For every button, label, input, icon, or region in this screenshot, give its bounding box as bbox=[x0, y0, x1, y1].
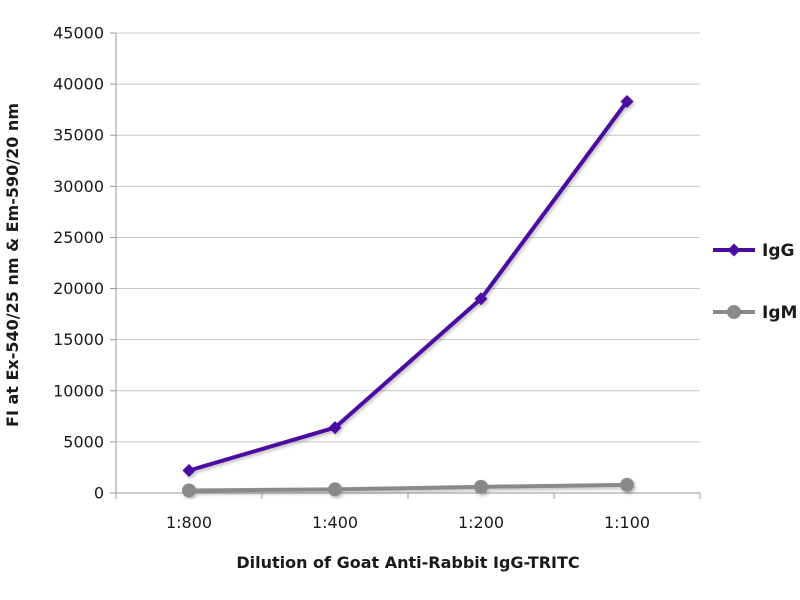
x-tick-labels: 1:800 1:400 1:200 1:100 bbox=[166, 513, 650, 532]
data-point bbox=[328, 421, 342, 435]
x-tick-label: 1:800 bbox=[166, 513, 212, 532]
y-tick-label: 20000 bbox=[53, 279, 104, 298]
data-point bbox=[328, 482, 342, 497]
y-tick-labels: 0 5000 10000 15000 20000 25000 30000 35000 40000… bbox=[53, 24, 104, 503]
data-point bbox=[474, 292, 488, 306]
y-tick-label: 15000 bbox=[53, 330, 104, 349]
data-point bbox=[620, 94, 634, 108]
x-tick-label: 1:400 bbox=[312, 513, 358, 532]
y-tick-label: 30000 bbox=[53, 177, 104, 196]
y-axis-title: FI at Ex-540/25 nm & Em-590/20 nm bbox=[3, 103, 22, 427]
x-tick-label: 1:100 bbox=[604, 513, 650, 532]
x-axis-title: Dilution of Goat Anti-Rabbit IgG-TRITC bbox=[236, 553, 579, 572]
series-line bbox=[188, 100, 629, 473]
data-point bbox=[620, 477, 634, 492]
series-line bbox=[188, 482, 628, 493]
y-tick-label: 40000 bbox=[53, 75, 104, 94]
y-tick-label: 10000 bbox=[53, 381, 104, 400]
gridlines bbox=[116, 32, 700, 443]
series-group bbox=[182, 94, 634, 498]
y-tick-label: 25000 bbox=[53, 228, 104, 247]
legend-marker bbox=[727, 243, 741, 257]
legend-label: IgG bbox=[762, 241, 794, 261]
legend-marker bbox=[727, 305, 741, 319]
series-igm bbox=[182, 477, 634, 498]
y-tick-label: 0 bbox=[94, 484, 104, 503]
data-point bbox=[182, 483, 196, 498]
x-tick-label: 1:200 bbox=[458, 513, 504, 532]
legend-item-igg: IgG bbox=[713, 241, 794, 261]
y-tick-label: 35000 bbox=[53, 126, 104, 145]
legend-label: IgM bbox=[762, 303, 797, 323]
y-tick-label: 5000 bbox=[63, 432, 104, 451]
data-point bbox=[474, 479, 488, 494]
legend-item-igm: IgM bbox=[713, 303, 797, 323]
legend: IgG IgM bbox=[713, 241, 797, 323]
axes bbox=[110, 32, 701, 499]
data-point bbox=[182, 464, 196, 478]
y-tick-label: 45000 bbox=[53, 24, 104, 43]
series-igg bbox=[182, 94, 634, 478]
